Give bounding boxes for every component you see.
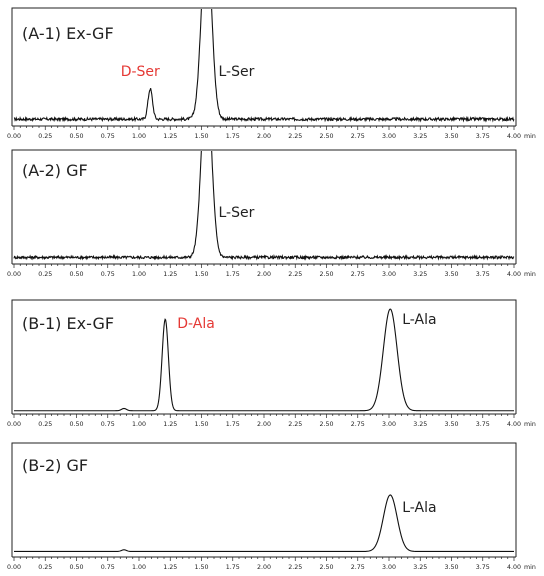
x-tick-label: 3.75 bbox=[476, 133, 490, 140]
x-unit-label: min bbox=[524, 133, 536, 140]
x-tick-label: 3.50 bbox=[444, 271, 458, 278]
x-tick-label: 4.00 bbox=[507, 133, 521, 140]
x-tick-label: 2.50 bbox=[319, 564, 333, 571]
x-tick-label: 1.25 bbox=[163, 271, 177, 278]
plot-frame bbox=[11, 7, 517, 126]
x-tick-label: 0.50 bbox=[69, 564, 83, 571]
x-tick-label: 0.00 bbox=[7, 564, 21, 571]
x-tick-label: 3.75 bbox=[476, 421, 490, 428]
peak-label-l-ser: L-Ser bbox=[219, 205, 255, 221]
peak-label-d-ala: D-Ala bbox=[177, 316, 215, 332]
x-tick-label: 0.75 bbox=[101, 271, 115, 278]
x-tick-label: 3.00 bbox=[382, 271, 396, 278]
x-tick-label: 3.50 bbox=[444, 133, 458, 140]
panel-title: (B-2) GF bbox=[22, 456, 88, 475]
x-tick-label: 2.75 bbox=[351, 133, 365, 140]
x-tick-label: 3.25 bbox=[413, 564, 427, 571]
x-tick-label: 3.25 bbox=[413, 133, 427, 140]
chromatogram-trace bbox=[14, 308, 514, 412]
peak-label-l-ala: L-Ala bbox=[402, 500, 436, 516]
chart-panel-2: 0.00 0.25 0.50 0.75 1.00 1.25 1.50 1.75 2.00 2.25… bbox=[7, 149, 536, 278]
x-tick-label: 1.00 bbox=[132, 271, 146, 278]
x-tick-label: 2.00 bbox=[257, 271, 271, 278]
peak-label-l-ala: L-Ala bbox=[402, 312, 436, 328]
chart-panel-3: 0.00 0.25 0.50 0.75 1.00 1.25 1.50 1.75 2.00 2.25… bbox=[7, 299, 536, 428]
x-tick-label: 1.50 bbox=[194, 564, 208, 571]
chromatogram-trace bbox=[13, 9, 515, 123]
x-tick-label: 1.00 bbox=[132, 133, 146, 140]
x-tick-label: 2.00 bbox=[257, 421, 271, 428]
panel-title: (A-2) GF bbox=[22, 161, 88, 180]
x-tick-label: 1.00 bbox=[132, 564, 146, 571]
x-tick-label: 2.25 bbox=[288, 564, 302, 571]
x-tick-label: 3.00 bbox=[382, 564, 396, 571]
x-tick-label: 2.25 bbox=[288, 271, 302, 278]
chromatogram-trace bbox=[14, 494, 514, 553]
x-tick-label: 3.75 bbox=[476, 271, 490, 278]
x-tick-label: 4.00 bbox=[507, 271, 521, 278]
x-tick-label: 4.00 bbox=[507, 564, 521, 571]
x-tick-label: 2.50 bbox=[319, 133, 333, 140]
x-tick-label: 0.00 bbox=[7, 271, 21, 278]
x-unit-label: min bbox=[524, 421, 536, 428]
x-tick-label: 2.50 bbox=[319, 421, 333, 428]
chart-panel-4: 0.00 0.25 0.50 0.75 1.00 1.25 1.50 1.75 2.00 2.25… bbox=[7, 442, 536, 571]
x-unit-label: min bbox=[524, 271, 536, 278]
x-tick-label: 0.00 bbox=[7, 133, 21, 140]
x-tick-label: 0.25 bbox=[38, 564, 52, 571]
x-tick-label: 1.75 bbox=[226, 564, 240, 571]
x-tick-label: 3.25 bbox=[413, 421, 427, 428]
x-tick-label: 2.75 bbox=[351, 421, 365, 428]
x-tick-label: 3.25 bbox=[413, 271, 427, 278]
x-tick-label: 0.50 bbox=[69, 133, 83, 140]
x-tick-label: 1.00 bbox=[132, 421, 146, 428]
x-tick-label: 2.25 bbox=[288, 133, 302, 140]
x-tick-label: 0.75 bbox=[101, 133, 115, 140]
x-tick-label: 1.25 bbox=[163, 564, 177, 571]
x-tick-label: 2.75 bbox=[351, 564, 365, 571]
x-tick-label: 2.75 bbox=[351, 271, 365, 278]
x-tick-label: 0.50 bbox=[69, 271, 83, 278]
x-tick-label: 1.75 bbox=[226, 271, 240, 278]
x-tick-label: 1.25 bbox=[163, 421, 177, 428]
x-tick-label: 1.75 bbox=[226, 133, 240, 140]
x-tick-label: 0.00 bbox=[7, 421, 21, 428]
chromatogram-trace bbox=[13, 151, 515, 261]
x-tick-label: 3.50 bbox=[444, 421, 458, 428]
x-tick-label: 0.75 bbox=[101, 564, 115, 571]
chart-panel-1: 0.00 0.25 0.50 0.75 1.00 1.25 1.50 1.75 2.00 2.25… bbox=[7, 7, 536, 140]
x-tick-label: 3.00 bbox=[382, 421, 396, 428]
x-tick-label: 0.50 bbox=[69, 421, 83, 428]
panel-title: (B-1) Ex-GF bbox=[22, 314, 114, 333]
x-tick-label: 3.00 bbox=[382, 133, 396, 140]
x-tick-label: 1.75 bbox=[226, 421, 240, 428]
plot-frame bbox=[11, 149, 517, 264]
plot-frame bbox=[11, 299, 517, 414]
x-tick-label: 3.50 bbox=[444, 564, 458, 571]
x-tick-label: 2.00 bbox=[257, 564, 271, 571]
x-tick-label: 0.25 bbox=[38, 271, 52, 278]
x-tick-label: 4.00 bbox=[507, 421, 521, 428]
x-tick-label: 1.50 bbox=[194, 133, 208, 140]
x-tick-label: 1.50 bbox=[194, 271, 208, 278]
peak-label-d-ser: D-Ser bbox=[121, 64, 160, 80]
x-tick-label: 1.25 bbox=[163, 133, 177, 140]
x-tick-label: 2.25 bbox=[288, 421, 302, 428]
panel-title: (A-1) Ex-GF bbox=[22, 24, 114, 43]
x-tick-label: 0.75 bbox=[101, 421, 115, 428]
plot-frame bbox=[11, 442, 517, 557]
peak-label-l-ser: L-Ser bbox=[219, 64, 255, 80]
x-unit-label: min bbox=[524, 564, 536, 571]
x-tick-label: 1.50 bbox=[194, 421, 208, 428]
x-tick-label: 0.25 bbox=[38, 133, 52, 140]
x-tick-label: 2.00 bbox=[257, 133, 271, 140]
x-tick-label: 2.50 bbox=[319, 271, 333, 278]
x-tick-label: 0.25 bbox=[38, 421, 52, 428]
x-tick-label: 3.75 bbox=[476, 564, 490, 571]
